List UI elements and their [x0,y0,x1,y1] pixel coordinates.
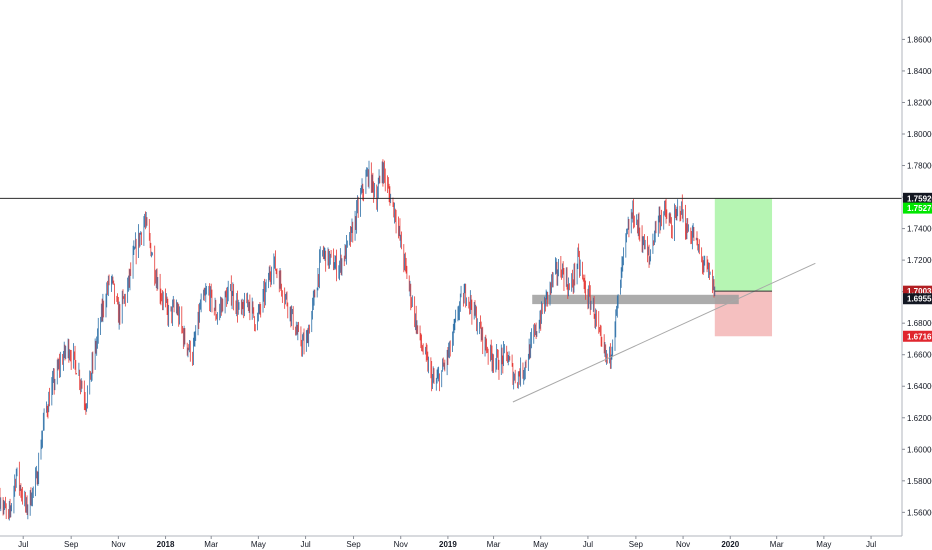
x-tick-label: 2019 [439,540,457,549]
price-tag-box [903,285,932,297]
y-tick-label: 1.62000 [907,414,932,423]
x-tick-label: Nov [394,540,408,549]
y-tick-label: 1.82000 [907,98,932,107]
y-tick-label: 1.58000 [907,477,932,486]
x-tick-label: Nov [111,540,125,549]
y-tick-label: 1.68000 [907,319,932,328]
x-tick-label: Mar [770,540,784,549]
price-tag-box [903,202,932,214]
x-tick-label: May [816,540,831,549]
x-tick-label: Jul [18,540,28,549]
x-axis[interactable]: Jul Sep Nov 2018 Mar May Jul Sep Nov 2019 Mar May Ju… [0,535,902,549]
y-tick-label: 1.86000 [907,35,932,44]
price-tag-label: 1.75276 [907,204,932,213]
x-tick-label: Jul [300,540,310,549]
x-tick-label: Jul [583,540,593,549]
x-tick-label: Mar [487,540,501,549]
y-tick-label: 1.66000 [907,351,932,360]
x-tick-label: 2018 [157,540,175,549]
profit-zone [714,198,773,292]
trend-line [512,262,816,403]
drawings [0,197,902,403]
y-tick-label: 1.74000 [907,225,932,234]
price-tag-label: 1.70032 [907,287,932,296]
price-tag-box [903,192,932,204]
y-tick-label: 1.78000 [907,162,932,171]
support-zone [532,294,739,305]
x-tick-label: Sep [629,540,644,549]
y-tick-label: 1.60000 [907,445,932,454]
y-tick-label: 1.56000 [907,508,932,517]
x-tick-label: May [251,540,266,549]
position-zones [532,198,773,337]
x-tick-label: Nov [676,540,690,549]
price-tag-box [903,293,932,305]
y-tick-label: 1.84000 [907,67,932,76]
y-axis[interactable]: 1.56000 1.58000 1.60000 1.62000 1.64000 1.660… [901,0,932,536]
y-tick-label: 1.72000 [907,256,932,265]
x-tick-label: 2020 [721,540,739,549]
candlestick-series [0,159,716,521]
x-tick-label: Sep [346,540,361,549]
y-tick-label: 1.80000 [907,130,932,139]
y-tick-label: 1.64000 [907,382,932,391]
x-tick-label: Mar [204,540,218,549]
price-tag-label: 1.67167 [907,332,932,341]
x-tick-label: Jul [866,540,876,549]
x-tick-label: May [533,540,548,549]
price-tag-label: 1.75920 [907,194,932,203]
price-tag-box [903,330,932,342]
x-tick-label: Sep [64,540,79,549]
